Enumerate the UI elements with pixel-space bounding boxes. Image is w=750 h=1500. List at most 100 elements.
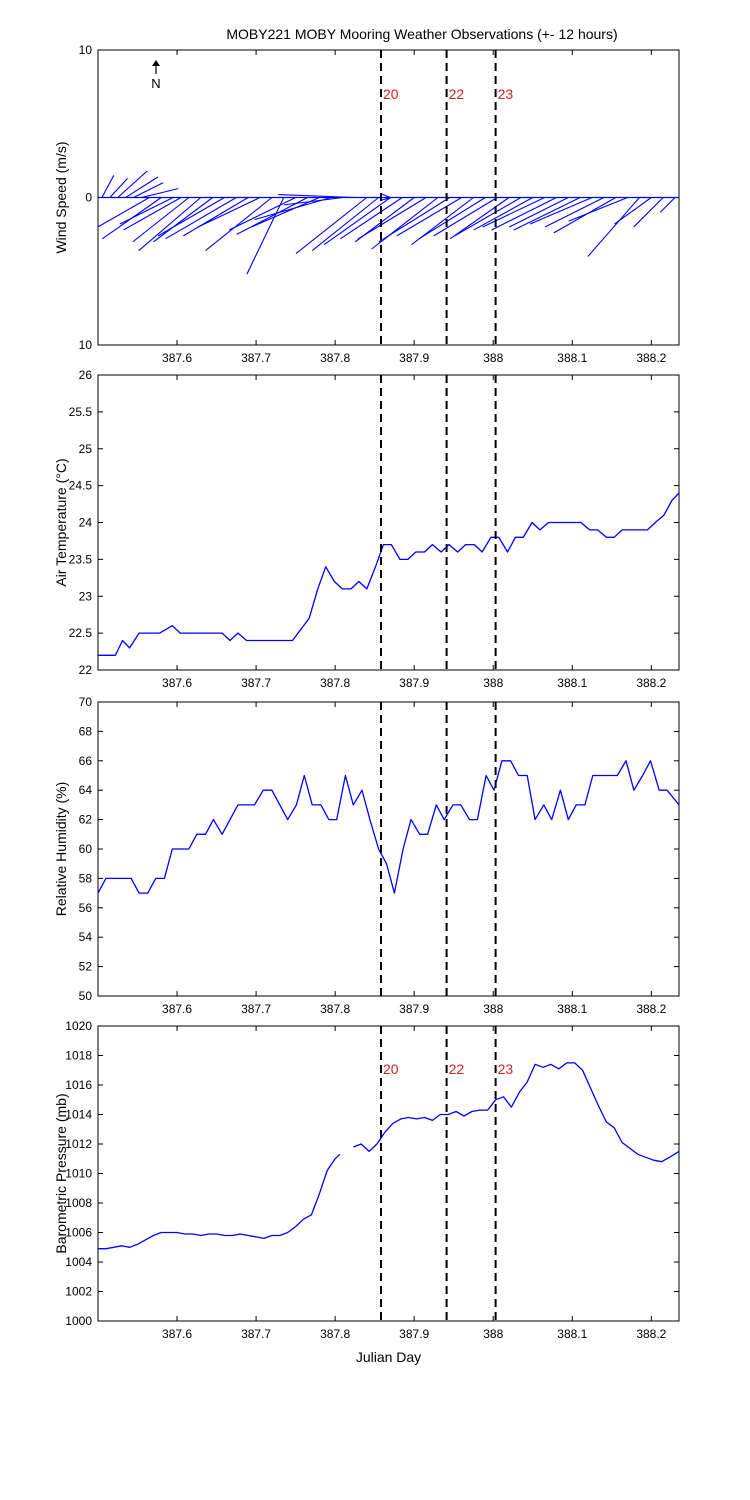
wind-vector <box>153 197 213 243</box>
baro-ytick-label: 1010 <box>65 1167 92 1181</box>
rh-ytick-label: 64 <box>79 783 93 797</box>
wind-direction-arrowhead <box>380 192 393 202</box>
wind-vector <box>138 197 202 252</box>
wind-ylabel: Wind Speed (m/s) <box>53 141 69 253</box>
wind-vector <box>509 197 569 228</box>
wind-vector <box>482 197 545 228</box>
wind-vector <box>418 197 486 240</box>
wind-vector <box>371 197 439 250</box>
wind-vector <box>633 197 664 228</box>
rh-ytick-label: 58 <box>79 871 93 885</box>
baro-xlabel: Julian Day <box>356 1349 421 1365</box>
airtemp-series-line <box>98 492 680 656</box>
wind-vector <box>101 175 115 198</box>
wind-vector <box>311 197 379 252</box>
wind-vector <box>229 197 296 231</box>
baro-ylabel: Barometric Pressure (mb) <box>53 1093 69 1253</box>
wind-vector <box>283 196 344 206</box>
airtemp-panel: 387.6 387.7 387.8 387.9 388 388.1 388.2 22 22.5 2… <box>53 368 680 690</box>
baro-ytick-label: 1000 <box>65 1314 92 1328</box>
airtemp-ytick-label: 22 <box>79 663 93 677</box>
wind-panel: 387.6 387.7 387.8 387.9 388 388.1 388.2 10 0 10 Wi… <box>53 43 680 365</box>
wind-vector <box>513 197 581 231</box>
north-label: N <box>151 76 160 91</box>
wind-vector <box>278 194 355 199</box>
rh-ytick-label: 68 <box>79 724 93 738</box>
baro-xtick-label: 388.2 <box>636 1327 666 1341</box>
baro-ytick-label: 1008 <box>65 1196 92 1210</box>
wind-vector <box>183 197 249 237</box>
baro-ytick-label: 1012 <box>65 1137 92 1151</box>
wind-vector <box>254 196 332 221</box>
airtemp-xtick-label: 388.1 <box>557 676 587 690</box>
baro-ytick-label: 1004 <box>65 1255 92 1269</box>
rh-xtick-label: 387.9 <box>399 1002 429 1016</box>
wind-vector <box>473 197 534 231</box>
wind-vector <box>246 197 285 275</box>
wind-xtick-label: 387.6 <box>162 351 192 365</box>
wind-xtick-label: 388.2 <box>636 351 666 365</box>
wind-vector <box>659 197 676 213</box>
rh-panel: 387.6 387.7 387.8 387.9 388 388.1 388.2 50 52 54 5… <box>53 695 680 1016</box>
rh-xtick-label: 388 <box>483 1002 503 1016</box>
wind-xtick-label: 388.1 <box>557 351 587 365</box>
wind-vector <box>449 197 510 240</box>
rh-ytick-label: 62 <box>79 813 93 827</box>
wind-vector <box>454 197 522 237</box>
baro-ytick-label: 1014 <box>65 1108 92 1122</box>
baro-event-label: 20 <box>383 1061 399 1077</box>
wind-vector <box>157 197 225 237</box>
baro-xtick-label: 387.6 <box>162 1327 192 1341</box>
wind-ytick-label: 10 <box>79 338 93 352</box>
rh-series-line <box>97 760 680 894</box>
wind-vector <box>125 176 159 198</box>
wind-vector <box>141 188 179 199</box>
baro-xtick-label: 388 <box>483 1327 503 1341</box>
wind-xtick-label: 387.8 <box>320 351 350 365</box>
wind-vector <box>197 197 261 228</box>
wind-vector <box>109 177 128 198</box>
airtemp-ylabel: Air Temperature (°C) <box>53 458 69 586</box>
baro-xtick-label: 387.9 <box>399 1327 429 1341</box>
wind-event-label: 20 <box>383 86 399 102</box>
wind-vector <box>396 197 462 237</box>
baro-event-label: 23 <box>498 1061 514 1077</box>
wind-vector <box>117 170 148 198</box>
wind-event-label: 23 <box>498 86 514 102</box>
rh-xtick-label: 388.2 <box>636 1002 666 1016</box>
baro-xtick-label: 387.7 <box>241 1327 271 1341</box>
baro-xtick-label: 388.1 <box>557 1327 587 1341</box>
wind-vector <box>378 197 451 243</box>
rh-ytick-label: 70 <box>79 695 93 709</box>
rh-ytick-label: 60 <box>79 842 93 856</box>
rh-ytick-label: 56 <box>79 901 93 915</box>
airtemp-ytick-label: 26 <box>79 368 93 382</box>
wind-vector <box>119 197 174 225</box>
wind-vector <box>491 197 557 231</box>
wind-vector <box>133 182 164 198</box>
wind-vector <box>529 196 593 225</box>
wind-vector <box>433 197 498 237</box>
wind-vector <box>97 197 150 228</box>
wind-vector <box>123 197 182 231</box>
wind-vector <box>568 196 628 222</box>
rh-ytick-label: 50 <box>79 989 93 1003</box>
wind-ytick-label: 0 <box>85 191 92 205</box>
wind-vector <box>205 197 273 252</box>
baro-ytick-label: 1002 <box>65 1285 92 1299</box>
baro-series-line <box>353 1062 680 1163</box>
wind-xtick-label: 387.7 <box>241 351 271 365</box>
airtemp-ytick-label: 23.5 <box>69 552 93 566</box>
airtemp-axes-box <box>97 374 680 671</box>
figure-title: MOBY221 MOBY Mooring Weather Observation… <box>226 26 617 42</box>
wind-xtick-label: 387.9 <box>399 351 429 365</box>
airtemp-ytick-label: 24 <box>79 516 93 530</box>
baro-panel: 387.6 387.7 387.8 387.9 388 388.1 388.2 1000 100… <box>53 1019 680 1365</box>
rh-xtick-label: 388.1 <box>557 1002 587 1016</box>
rh-ylabel: Relative Humidity (%) <box>53 782 69 917</box>
wind-event-label: 22 <box>449 86 465 102</box>
airtemp-ytick-label: 24.5 <box>69 479 93 493</box>
wind-ytick-label: 10 <box>79 43 93 57</box>
wind-vector <box>614 197 652 225</box>
